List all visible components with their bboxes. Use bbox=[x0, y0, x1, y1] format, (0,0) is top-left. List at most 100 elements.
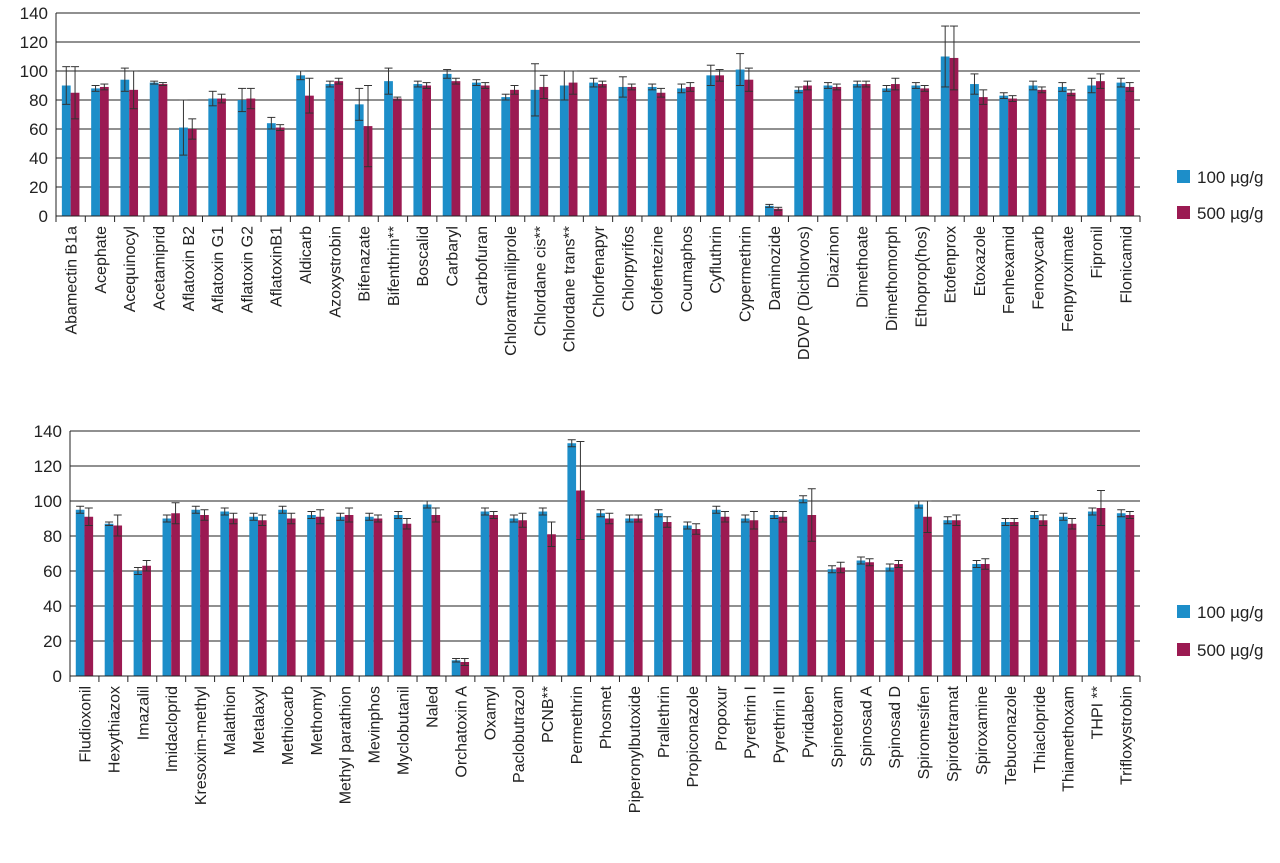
error-bar bbox=[560, 70, 569, 101]
error-bar bbox=[142, 560, 151, 572]
error-bar bbox=[158, 82, 167, 86]
bar bbox=[200, 515, 209, 676]
error-bar bbox=[1037, 86, 1046, 94]
error-bar bbox=[648, 83, 657, 91]
error-bar bbox=[923, 500, 932, 533]
error-bar bbox=[316, 509, 325, 525]
bar bbox=[538, 511, 548, 676]
error-bar bbox=[1067, 89, 1076, 97]
chart-panel-1: 0 20 40 60 80 100 120 140 Abamectin B1a Acephate A… bbox=[20, 4, 1264, 360]
bar bbox=[384, 81, 393, 217]
x-category-label: Spiroxamine bbox=[974, 686, 991, 775]
bar bbox=[1116, 82, 1126, 216]
bar bbox=[894, 564, 903, 676]
error-bar bbox=[853, 80, 862, 88]
error-bar bbox=[334, 77, 343, 85]
bar bbox=[856, 560, 866, 676]
error-bar bbox=[576, 441, 585, 540]
error-bar bbox=[981, 558, 990, 570]
error-bar bbox=[509, 514, 518, 523]
error-bar bbox=[489, 511, 498, 519]
bar bbox=[803, 85, 812, 216]
error-bar bbox=[452, 658, 461, 663]
error-bar bbox=[979, 89, 988, 105]
bar bbox=[84, 516, 94, 676]
bar bbox=[547, 534, 556, 676]
y-tick-label: 120 bbox=[20, 33, 48, 52]
bar bbox=[656, 92, 666, 216]
x-category-label: Dimethomorph bbox=[884, 226, 901, 331]
x-category-label: Carbofuran bbox=[474, 226, 491, 306]
bar bbox=[266, 123, 276, 216]
legend-label: 500 µg/g bbox=[1197, 204, 1264, 223]
bar bbox=[807, 515, 817, 676]
y-tick-label: 20 bbox=[29, 178, 48, 197]
legend-label: 100 µg/g bbox=[1197, 603, 1264, 622]
bar bbox=[75, 509, 85, 676]
error-bar bbox=[1008, 95, 1017, 102]
bar bbox=[715, 75, 724, 216]
error-bar bbox=[305, 77, 314, 114]
x-category-label: Ethoprop(hos) bbox=[913, 226, 930, 327]
error-bar bbox=[451, 77, 460, 85]
bar bbox=[654, 513, 663, 676]
bar bbox=[246, 98, 256, 216]
error-bar bbox=[589, 77, 598, 88]
y-tick-label: 60 bbox=[29, 120, 48, 139]
error-bar bbox=[373, 514, 382, 523]
x-category-label: Trifloxystrobin bbox=[1119, 686, 1136, 785]
x-category-label: Prallethrin bbox=[656, 686, 673, 758]
error-bar bbox=[894, 560, 903, 568]
bar bbox=[1116, 513, 1126, 676]
bar bbox=[480, 85, 490, 216]
bar bbox=[393, 515, 403, 676]
error-bar bbox=[296, 70, 305, 81]
error-bar bbox=[949, 25, 958, 91]
error-bar bbox=[663, 516, 672, 528]
bar bbox=[1096, 508, 1106, 676]
error-bar bbox=[1116, 77, 1125, 88]
error-bar bbox=[278, 505, 287, 514]
x-category-label: AflatoxinB1 bbox=[269, 226, 286, 307]
bar bbox=[509, 518, 519, 676]
error-bar bbox=[188, 118, 197, 140]
error-bar bbox=[828, 565, 837, 574]
bar bbox=[257, 520, 267, 676]
error-bar bbox=[91, 85, 100, 92]
bar bbox=[1038, 520, 1048, 676]
bar bbox=[972, 564, 981, 676]
bar bbox=[683, 525, 692, 676]
bar bbox=[852, 84, 862, 216]
x-category-label: Propoxur bbox=[714, 685, 731, 751]
bar bbox=[460, 662, 470, 676]
x-category-label: Chlorpyrifos bbox=[620, 226, 637, 311]
error-bar bbox=[1058, 82, 1067, 92]
x-category-label: Etofenprox bbox=[943, 226, 960, 303]
x-category-label: Spinetoram bbox=[829, 686, 846, 768]
x-category-label: Malathion bbox=[222, 686, 239, 755]
y-tick-label: 40 bbox=[29, 149, 48, 168]
bar bbox=[598, 84, 607, 216]
error-bar bbox=[200, 509, 209, 521]
error-bar bbox=[799, 495, 808, 504]
legend: 100 µg/g 500 µg/g bbox=[1177, 168, 1264, 223]
x-category-label: Thiamethoxam bbox=[1061, 686, 1078, 792]
bar bbox=[744, 79, 754, 216]
error-bar bbox=[431, 507, 440, 523]
error-bar bbox=[1117, 509, 1126, 518]
error-bar bbox=[150, 80, 159, 85]
x-category-label: Methomyl bbox=[309, 686, 326, 755]
bar bbox=[1066, 92, 1076, 216]
x-category-label: Abamectin B1a bbox=[64, 226, 81, 335]
x-category-label: Spinosad D bbox=[887, 686, 904, 769]
bar bbox=[1059, 516, 1068, 676]
error-bar bbox=[1125, 82, 1134, 92]
bar bbox=[142, 565, 151, 676]
error-bar bbox=[882, 85, 891, 92]
x-category-label: Flonicamid bbox=[1118, 226, 1135, 303]
bar bbox=[237, 100, 247, 216]
x-category-label: THPI ** bbox=[1090, 686, 1107, 739]
x-category-label: Imazalil bbox=[135, 686, 152, 740]
bar bbox=[1037, 89, 1047, 216]
x-category-label: Pyrethrin I bbox=[743, 686, 760, 759]
